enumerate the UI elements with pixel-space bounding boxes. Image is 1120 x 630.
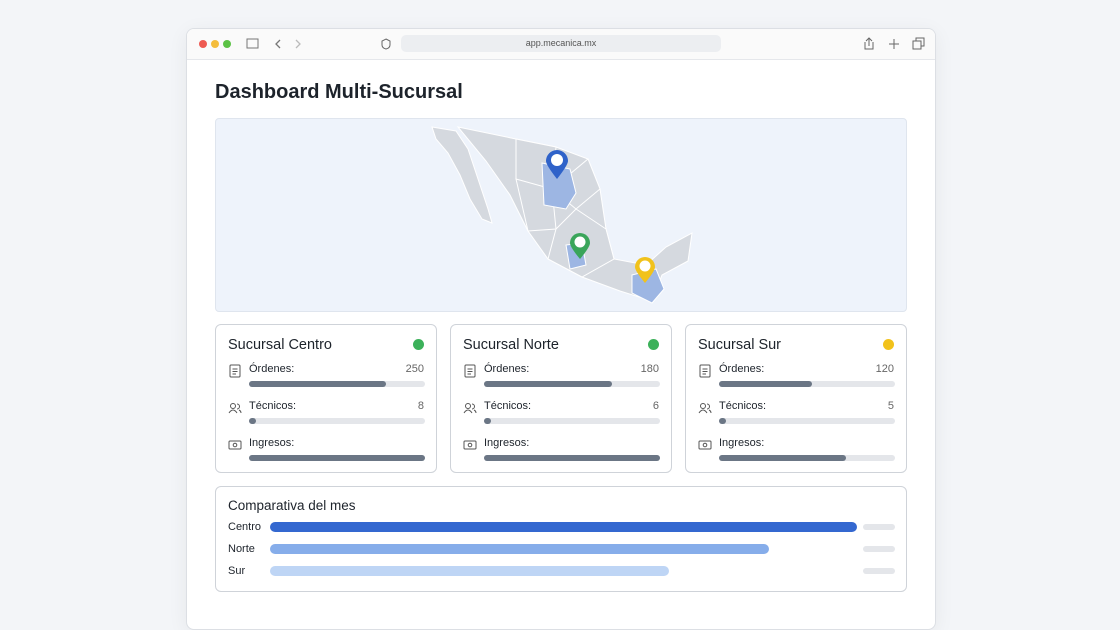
branch-card: Sucursal Sur Órdenes: 120 Técnicos: 5 Ingreso… — [685, 324, 907, 473]
toolbar: app.mecanica.mx — [187, 29, 935, 60]
metric-label: Órdenes: — [249, 363, 295, 375]
browser-window: app.mecanica.mx Dashboard Multi-Sucursal… — [186, 28, 936, 630]
progress-bar — [249, 455, 425, 461]
zoom-button[interactable] — [223, 40, 231, 48]
comparison-bar — [270, 566, 670, 576]
metric-label: Técnicos: — [249, 400, 297, 412]
progress-track — [249, 418, 425, 424]
progress-track — [719, 455, 895, 461]
metric-icon — [228, 364, 242, 378]
row-label: Sur — [228, 565, 246, 577]
metric-label: Órdenes: — [484, 363, 530, 375]
sidebar-icon[interactable] — [246, 38, 259, 49]
branch-name: Sucursal Norte — [463, 337, 559, 353]
branch-name: Sucursal Sur — [698, 337, 782, 353]
metric-icon — [463, 401, 477, 415]
nav-icons[interactable] — [245, 37, 305, 51]
metric-icon — [463, 438, 477, 452]
progress-track — [484, 455, 660, 461]
metric-icon — [698, 364, 712, 378]
metric-label: Ingresos: — [249, 437, 295, 449]
branch-card: Sucursal Norte Órdenes: 180 Técnicos: 6 Ingre… — [450, 324, 672, 473]
progress-track — [484, 418, 660, 424]
metric-icon — [463, 364, 477, 378]
comparison-bar — [270, 522, 857, 532]
pin-norte[interactable] — [546, 150, 568, 179]
progress-bar — [719, 418, 727, 424]
address-bar[interactable]: app.mecanica.mx — [401, 35, 721, 52]
metric-value: 250 — [405, 363, 424, 375]
row-label: Centro — [228, 521, 262, 533]
metric-value: 6 — [652, 400, 659, 412]
pin-sur[interactable] — [635, 257, 655, 283]
highlight-norte — [541, 162, 577, 210]
comparison-panel: Comparativa del mes Centro Norte Sur — [215, 486, 907, 592]
new-tab-icon[interactable] — [889, 39, 899, 49]
comparison-pill — [863, 524, 895, 530]
minimize-button[interactable] — [211, 40, 219, 48]
page: app.mecanica.mx Dashboard Multi-Sucursal… — [186, 28, 936, 630]
comparison-pill — [863, 546, 895, 552]
branch-card: Sucursal Centro Órdenes: 250 Técnicos: 8 Ingr… — [215, 324, 437, 473]
progress-bar — [484, 418, 492, 424]
page-title: Dashboard Multi-Sucursal — [215, 81, 463, 103]
comparison-track — [270, 522, 857, 532]
metric-icon — [228, 438, 242, 452]
comparison-track — [270, 544, 854, 554]
forward-icon[interactable] — [295, 39, 301, 49]
progress-track — [484, 381, 660, 387]
status-indicator — [413, 339, 424, 350]
status-indicator — [883, 339, 894, 350]
metric-label: Técnicos: — [484, 400, 532, 412]
progress-bar — [484, 455, 660, 461]
progress-track — [719, 418, 895, 424]
progress-bar — [484, 381, 613, 387]
progress-track — [719, 381, 895, 387]
metric-value: 8 — [417, 400, 424, 412]
share-icon[interactable] — [864, 37, 874, 50]
progress-track — [249, 455, 425, 461]
map-region — [431, 126, 493, 224]
progress-bar — [719, 381, 813, 387]
toolbar-actions[interactable] — [861, 36, 931, 52]
close-button[interactable] — [199, 40, 207, 48]
tabs-icon[interactable] — [912, 40, 922, 50]
map[interactable] — [215, 118, 907, 312]
progress-bar — [719, 455, 846, 461]
comparison-bar — [270, 544, 770, 554]
metric-value: 120 — [875, 363, 894, 375]
progress-track — [249, 381, 425, 387]
comparison-track — [270, 566, 854, 576]
metric-value: 180 — [640, 363, 659, 375]
metric-icon — [698, 401, 712, 415]
metric-label: Técnicos: — [719, 400, 767, 412]
progress-bar — [249, 381, 387, 387]
metric-value: 5 — [887, 400, 894, 412]
shield-icon — [381, 38, 391, 50]
comparison-title: Comparativa del mes — [228, 498, 356, 513]
row-label: Norte — [228, 543, 255, 555]
metric-label: Órdenes: — [719, 363, 765, 375]
progress-bar — [249, 418, 257, 424]
metric-icon — [228, 401, 242, 415]
branch-name: Sucursal Centro — [228, 337, 332, 353]
comparison-pill — [863, 568, 895, 574]
status-indicator — [648, 339, 659, 350]
metric-icon — [698, 438, 712, 452]
back-icon[interactable] — [275, 39, 281, 49]
pin-centro[interactable] — [570, 233, 590, 259]
metric-label: Ingresos: — [719, 437, 765, 449]
metric-label: Ingresos: — [484, 437, 530, 449]
